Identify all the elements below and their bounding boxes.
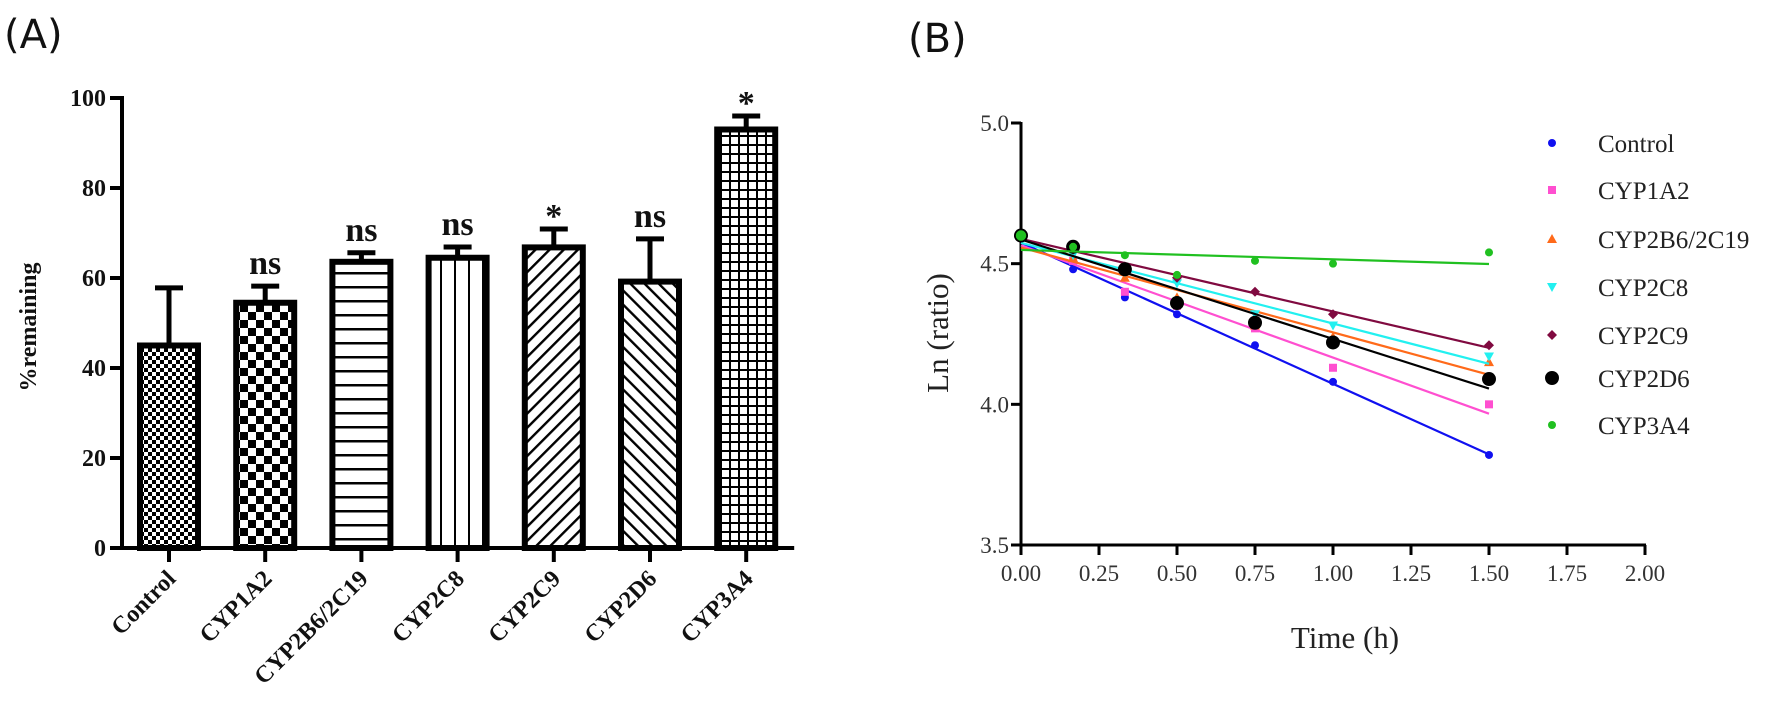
panel-b-label: (B): [908, 16, 967, 62]
y-tick-label: 4.0: [980, 392, 1009, 417]
significance-label: ns: [634, 198, 666, 235]
data-point: [1172, 279, 1182, 289]
y-tick-label: 0: [94, 536, 106, 562]
y-tick-label: 40: [82, 356, 106, 382]
data-point: [1251, 256, 1259, 265]
significance-label: *: [545, 198, 562, 235]
legend-label: CYP2B6/2C19: [1598, 227, 1749, 254]
x-tick-label: 2.00: [1625, 561, 1665, 586]
panel-a-y-axis-label: %remaining: [16, 263, 42, 392]
legend-marker: [1548, 421, 1556, 429]
data-point: [1485, 400, 1493, 409]
legend-marker: [1545, 371, 1559, 385]
x-tick-label: CYP3A4: [676, 566, 758, 648]
data-point: [1484, 340, 1494, 351]
y-tick-label: 4.5: [980, 252, 1009, 277]
data-point: [1119, 272, 1130, 282]
x-tick-label: 1.75: [1547, 561, 1587, 586]
fit-line: [1020, 238, 1490, 390]
legend-label: CYP2C8: [1598, 275, 1688, 302]
x-tick-label: 1.00: [1313, 561, 1353, 586]
y-tick-label: 5.0: [980, 111, 1009, 136]
bar-cyp1a2: [233, 299, 298, 551]
data-point: [1248, 315, 1262, 330]
panel-b-y-axis-label: Ln (ratio): [920, 273, 955, 393]
data-point: [1251, 341, 1259, 350]
legend-item: CYP2B6/2C19: [1547, 227, 1749, 254]
data-point: [1328, 321, 1338, 331]
x-tick-label: 0.75: [1235, 561, 1275, 586]
data-point: [1120, 251, 1129, 260]
y-tick-label: 80: [82, 176, 106, 202]
data-point: [1069, 242, 1078, 251]
legend-label: CYP2D6: [1598, 366, 1690, 393]
legend-marker: [1548, 186, 1556, 194]
x-tick-label: CYP2C9: [484, 566, 566, 648]
bar-cyp3a4: [714, 126, 779, 551]
bar-cyp2c9: [521, 244, 586, 551]
legend-item: Control: [1548, 131, 1674, 158]
x-tick-label: 0.25: [1079, 561, 1119, 586]
data-point: [1326, 335, 1340, 350]
data-point: [1120, 287, 1129, 296]
legend-label: CYP2C9: [1598, 323, 1688, 350]
x-tick-label: 1.50: [1469, 561, 1509, 586]
y-tick-label: 100: [70, 86, 106, 112]
legend-item: CYP2C8: [1547, 275, 1688, 302]
data-point: [1173, 310, 1181, 319]
x-tick-label: Control: [107, 566, 182, 641]
legend-label: Control: [1598, 131, 1674, 158]
bar-control: [137, 342, 201, 551]
x-tick-label: 0.50: [1157, 561, 1197, 586]
data-point-overlap: [1014, 228, 1028, 243]
x-tick-label: CYP2C8: [387, 566, 469, 648]
data-point: [1170, 296, 1184, 311]
data-point: [1329, 363, 1337, 372]
legend-item: CYP2D6: [1545, 366, 1690, 393]
data-point: [1485, 248, 1493, 257]
x-tick-label: 0.00: [1001, 561, 1041, 586]
significance-label: ns: [442, 206, 474, 243]
significance-label: *: [738, 85, 755, 122]
data-point: [1329, 377, 1337, 386]
data-point: [1484, 352, 1494, 362]
y-tick-label: 20: [82, 446, 106, 472]
x-tick-label: CYP1A2: [195, 566, 277, 648]
legend-item: CYP1A2: [1548, 178, 1690, 205]
data-point: [1173, 270, 1181, 279]
series-cyp3a4: [1017, 231, 1493, 279]
data-point: [1250, 286, 1260, 297]
bar-cyp2b6-2c19: [329, 258, 394, 551]
legend-item: CYP3A4: [1548, 413, 1690, 440]
data-point: [1329, 259, 1337, 268]
data-point: [1482, 372, 1496, 387]
data-point: [1328, 309, 1338, 320]
significance-label: ns: [345, 212, 377, 249]
fit-line: [1020, 241, 1490, 365]
panel-b-scatter-chart: 3.5 4.0 4.5 5.0 0.00 0.25 0.50 0.75 1.00 1.25 1.50…: [980, 111, 1749, 586]
significance-label: ns: [249, 245, 281, 282]
panel-a-label: (A): [4, 12, 63, 58]
y-tick-label: 3.5: [980, 533, 1009, 558]
y-tick-label: 60: [82, 266, 106, 292]
x-tick-label: CYP2D6: [580, 566, 662, 648]
legend-marker: [1548, 139, 1556, 147]
legend-item: CYP2C9: [1547, 323, 1688, 350]
legend-marker: [1547, 283, 1557, 292]
legend-marker: [1547, 234, 1557, 243]
legend-label: CYP1A2: [1598, 178, 1690, 205]
bar-cyp2d6: [618, 278, 682, 551]
data-point: [1485, 450, 1493, 459]
panel-b-x-axis-label: Time (h): [1291, 620, 1399, 655]
legend-marker: [1547, 330, 1557, 340]
legend-label: CYP3A4: [1598, 413, 1690, 440]
x-tick-label: 1.25: [1391, 561, 1431, 586]
data-point: [1117, 262, 1132, 277]
data-point: [1069, 265, 1078, 274]
bar-cyp2c8: [425, 254, 490, 551]
